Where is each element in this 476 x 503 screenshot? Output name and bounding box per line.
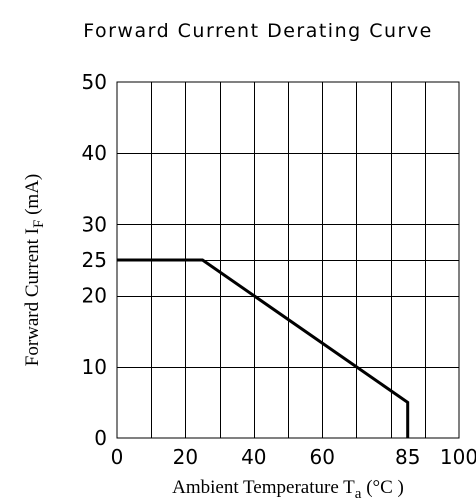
x-tick-label: 0 — [111, 445, 124, 469]
x-tick-label: 40 — [241, 445, 266, 469]
y-tick-label: 0 — [94, 426, 107, 450]
y-tick-label: 40 — [82, 141, 107, 165]
x-tick-label: 85 — [395, 445, 420, 469]
x-axis-label-subscript: a — [355, 486, 362, 502]
y-axis-label: Forward Current IF (mA) — [22, 174, 47, 367]
x-tick-label: 100 — [440, 445, 476, 469]
y-axis-label-unit: (mA) — [22, 174, 43, 220]
x-axis-label-main: Ambient Temperature T — [172, 477, 355, 498]
x-tick-label: 60 — [309, 445, 334, 469]
x-tick-label: 20 — [173, 445, 198, 469]
derating-curve-line — [117, 258, 410, 438]
x-axis-ticks: 0 20 40 60 85 100 — [111, 445, 476, 469]
y-tick-label: 10 — [82, 355, 107, 379]
x-axis-label-unit: (°C ) — [361, 477, 403, 498]
y-axis-label-main: Forward Current I — [22, 228, 43, 366]
y-axis-ticks: 0 10 20 25 30 40 50 — [82, 70, 107, 450]
y-tick-label: 50 — [82, 70, 107, 94]
y-axis-label-subscript: F — [31, 220, 47, 228]
y-tick-label: 30 — [82, 212, 107, 236]
y-tick-label: 20 — [82, 284, 107, 308]
chart-title: Forward Current Derating Curve — [83, 20, 433, 42]
x-axis-label: Ambient Temperature Ta (°C ) — [172, 477, 404, 502]
y-tick-label: 25 — [82, 248, 107, 272]
